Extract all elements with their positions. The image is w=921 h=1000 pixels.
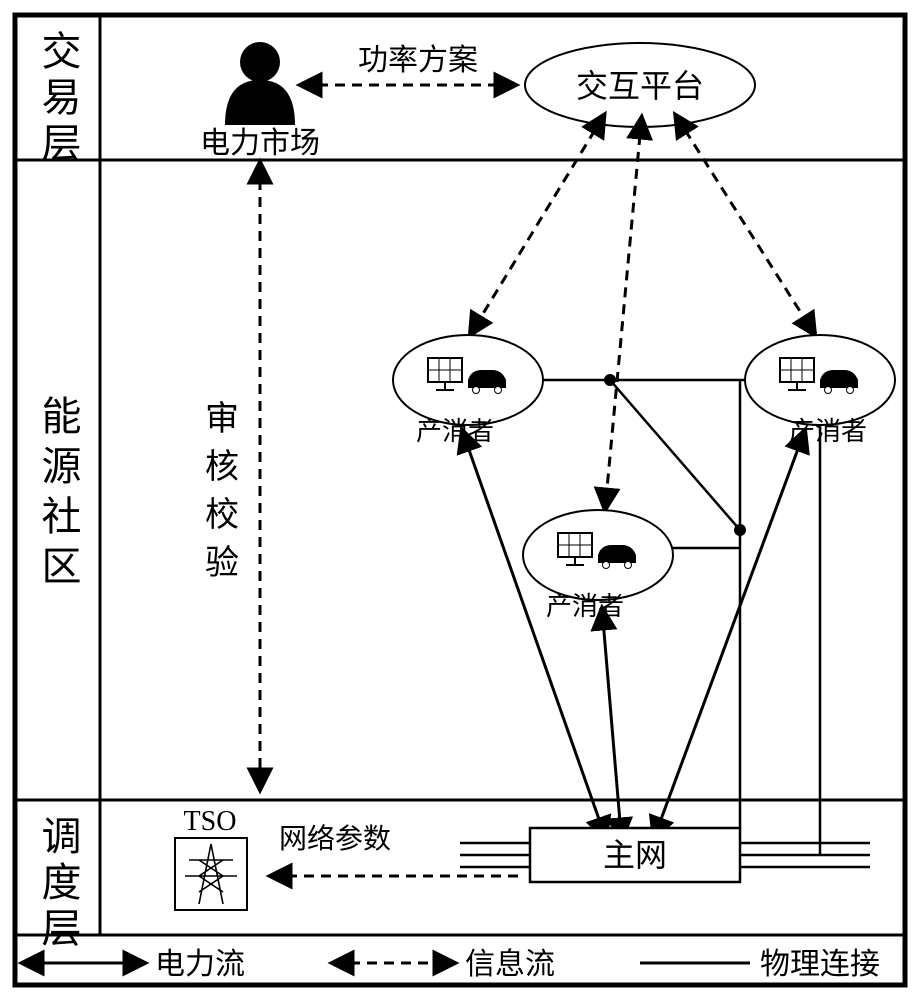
platform-label: 交互平台 [576, 68, 704, 104]
prosumer3-label: 产消者 [546, 592, 624, 621]
power-grid-p1 [462, 430, 600, 822]
scheme-label: 功率方案 [358, 44, 478, 77]
layer-community-label: 能源社区 [36, 395, 81, 595]
power-grid-p3 [602, 608, 620, 822]
prosumer1-label: 产消者 [416, 417, 494, 446]
legend-physical-label: 物理连接 [760, 948, 880, 981]
legend-power-label: 电力流 [155, 948, 245, 981]
phys-p1-p3a [610, 380, 740, 530]
layer-dispatch-label: 调度层 [36, 815, 81, 953]
tso-tower-icon [175, 838, 247, 910]
market-label: 电力市场 [200, 127, 320, 160]
power-grid-p2 [660, 430, 805, 822]
prosumer1-node: 产消者 [393, 335, 543, 446]
edge-platform-p3 [605, 135, 640, 510]
legend: 电力流 信息流 物理连接 [40, 948, 880, 981]
maingrid-label: 主网 [603, 837, 667, 873]
tso-label: TSO [184, 806, 237, 837]
prosumer3-node: 产消者 [523, 510, 673, 621]
audit-label: 审核校验 [200, 400, 238, 592]
diagram-svg: 交易层 能源社区 调度层 电力市场 交互平台 功率方案 审核校验 [0, 0, 921, 1000]
junction-dot2 [734, 524, 746, 536]
netparam-label: 网络参数 [279, 823, 391, 855]
layer-trading-label: 交易层 [36, 30, 81, 168]
diagram-root: 交易层 能源社区 调度层 电力市场 交互平台 功率方案 审核校验 [0, 0, 921, 1000]
legend-info-label: 信息流 [465, 948, 555, 981]
market-icon [225, 42, 295, 125]
